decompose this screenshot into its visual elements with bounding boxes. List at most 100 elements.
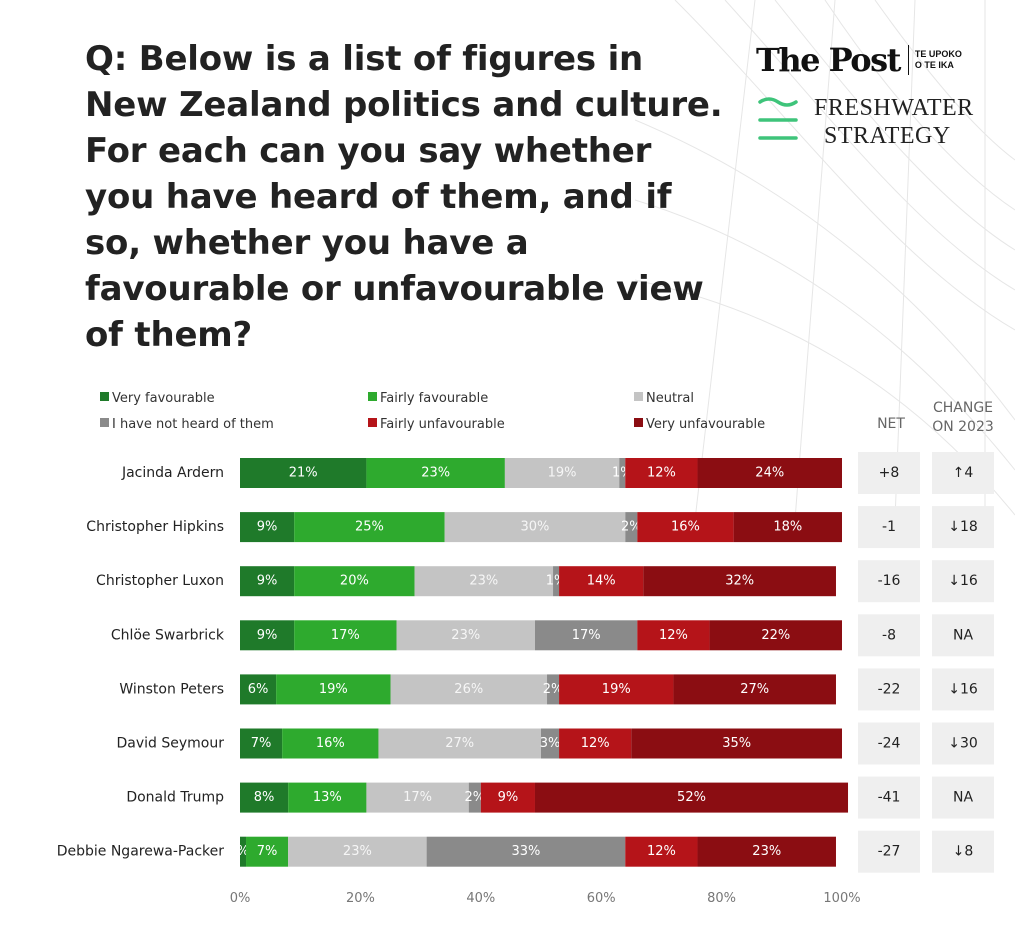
data-label: 13% [313, 790, 342, 805]
freshwater-wordmark-line2: STRATEGY [824, 123, 951, 149]
x-tick-label: 20% [346, 891, 375, 906]
bar-segment [240, 620, 295, 651]
data-label: 19% [602, 682, 631, 697]
change-box [932, 668, 994, 711]
data-label: 26% [454, 682, 483, 697]
row-label: Donald Trump [126, 790, 224, 806]
change-box [932, 776, 994, 819]
change-header-line1: CHANGE [933, 400, 993, 416]
data-label: 12% [647, 844, 676, 859]
net-box [858, 722, 920, 765]
bar-segment [240, 674, 277, 705]
survey-question: Q: Below is a list of figures in New Zea… [85, 39, 723, 355]
legend-label: I have not heard of them [112, 417, 274, 432]
data-label: 27% [445, 736, 474, 751]
data-label: 9% [498, 790, 519, 805]
freshwater-wave-icon [758, 97, 798, 140]
bar-segment [709, 620, 842, 651]
change-value: ↓30 [948, 736, 978, 752]
data-label: 23% [421, 466, 450, 481]
change-value: ↓16 [948, 681, 978, 697]
bar-segment [288, 836, 427, 867]
legend-swatch [634, 392, 643, 401]
bar-segment [643, 566, 836, 597]
bar-segment [673, 674, 836, 705]
row-label: Chlöe Swarbrick [111, 627, 225, 643]
legend-label: Neutral [646, 391, 694, 406]
data-label: 2% [621, 520, 642, 535]
legend-swatch [634, 418, 643, 427]
data-label: 32% [725, 574, 754, 589]
legend-swatch [100, 418, 109, 427]
legend-swatch [368, 418, 377, 427]
change-value: NA [953, 627, 973, 643]
data-label: 22% [761, 628, 790, 643]
data-label: 24% [755, 466, 784, 481]
change-box [932, 614, 994, 657]
data-label: 7% [251, 736, 272, 751]
net-box [858, 452, 920, 494]
bar-segment [637, 512, 734, 543]
net-value: +8 [879, 465, 900, 481]
the-post-subtitle-line1: TE UPOKO [914, 49, 962, 59]
data-label: 19% [548, 466, 577, 481]
row-label: David Seymour [117, 736, 225, 752]
freshwater-strategy-logo: FRESHWATER STRATEGY [756, 94, 1006, 150]
x-tick-label: 0% [230, 891, 251, 906]
bar-segment [276, 674, 391, 705]
data-label: 12% [647, 466, 676, 481]
row-label: Christopher Hipkins [86, 519, 224, 535]
the-post-subtitle-line2: O TE IKA [914, 60, 954, 70]
data-label: 19% [319, 682, 348, 697]
row-label: Debbie Ngarewa-Packer [57, 844, 225, 860]
bar-segment [366, 782, 469, 813]
legend-label: Very favourable [112, 391, 215, 406]
data-label: 17% [403, 790, 432, 805]
row-label: Winston Peters [119, 681, 224, 697]
the-post-subtitle: TE UPOKO O TE IKA [915, 49, 962, 71]
bar-segment [246, 836, 289, 867]
data-label: 2% [543, 682, 564, 697]
bar-segment [240, 782, 289, 813]
net-box [858, 506, 920, 549]
bar-segment [559, 674, 674, 705]
net-box [858, 560, 920, 603]
data-label: 21% [289, 466, 318, 481]
bar-segment [697, 458, 842, 488]
data-label: 20% [340, 574, 369, 589]
legend-label: Fairly unfavourable [380, 417, 505, 432]
data-label: 23% [469, 574, 498, 589]
bar-segment [547, 674, 560, 705]
net-value: -41 [878, 790, 901, 806]
bar-segment [240, 728, 283, 759]
data-label: 9% [257, 628, 278, 643]
bar-segment [294, 512, 445, 543]
change-header-line2: ON 2023 [932, 419, 994, 435]
bar-segment [619, 458, 626, 488]
the-post-logo: The Post TE UPOKO O TE IKA [756, 40, 1006, 80]
data-label: 9% [257, 520, 278, 535]
bar-segment [637, 620, 710, 651]
bar-segment [390, 674, 548, 705]
change-value: ↓8 [953, 844, 974, 860]
data-label: 2% [464, 790, 485, 805]
data-label: 16% [671, 520, 700, 535]
net-value: -16 [878, 573, 901, 589]
net-value: -24 [878, 736, 901, 752]
bar-segment [426, 836, 626, 867]
bar-segment [559, 566, 644, 597]
bar-segment [625, 458, 698, 488]
brand-logos: The Post TE UPOKO O TE IKA FRESHWATER ST… [756, 40, 1006, 150]
change-value: ↓16 [948, 573, 978, 589]
legend-label: Fairly favourable [380, 391, 488, 406]
bar-segment [631, 728, 842, 759]
bar-segment [625, 836, 698, 867]
row-label: Christopher Luxon [96, 573, 224, 589]
data-label: 52% [677, 790, 706, 805]
bar-segment [240, 512, 295, 543]
change-value: ↓18 [948, 519, 978, 535]
bar-segment [541, 728, 560, 759]
bar-segment [378, 728, 541, 759]
x-tick-label: 100% [823, 891, 860, 906]
